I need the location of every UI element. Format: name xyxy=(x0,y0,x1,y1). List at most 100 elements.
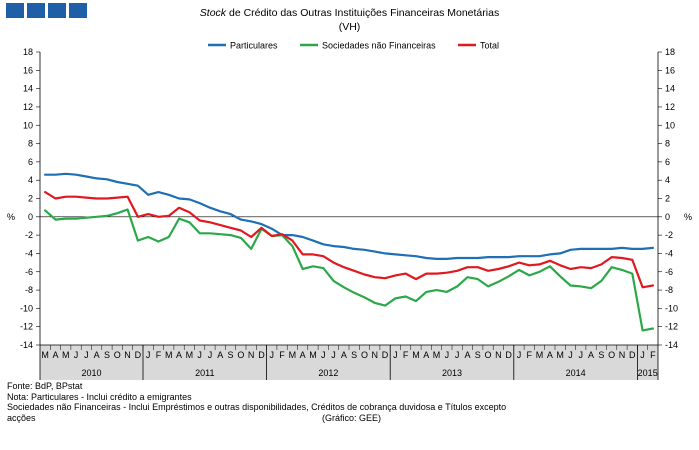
y-tick-label-right: 16 xyxy=(665,65,675,75)
month-label: D xyxy=(135,350,142,360)
year-label: 2010 xyxy=(81,368,101,378)
y-tick-label-left: -4 xyxy=(25,248,33,258)
month-label: O xyxy=(485,350,492,360)
line-chart: -14 -14 -12 -12 -10 -10 -8 -8 -6 -6 -4 -4 -2 -2 0 0 2 2 4 4… xyxy=(7,41,692,380)
month-label: M xyxy=(41,350,49,360)
month-label: S xyxy=(228,350,234,360)
y-tick-label-right: 4 xyxy=(665,175,670,185)
particulares-note: Nota: Particulares - Inclui crédito a em… xyxy=(7,391,192,402)
sociedades-note-line-2: acções xyxy=(7,412,36,423)
month-label: A xyxy=(341,350,347,360)
y-tick-label-right: 6 xyxy=(665,157,670,167)
chart-title-italic: Stock xyxy=(199,7,227,19)
y-tick-label-left: 8 xyxy=(28,139,33,149)
month-label: S xyxy=(475,350,481,360)
month-label: J xyxy=(270,350,275,360)
y-tick-label-left: -14 xyxy=(20,340,33,350)
month-label: M xyxy=(289,350,297,360)
y-axis-label-right: % xyxy=(684,212,692,222)
month-label: J xyxy=(74,350,79,360)
chart-credit: (Gráfico: GEE) xyxy=(322,413,382,423)
chart-title-rest: de Crédito das Outras Instituições Finan… xyxy=(228,7,500,19)
year-label: 2011 xyxy=(195,368,214,378)
month-label: J xyxy=(517,350,522,360)
month-label: D xyxy=(382,350,389,360)
chart-title: Stock de Crédito das Outras Instituições… xyxy=(0,6,699,34)
chart-title-line: Stock de Crédito das Outras Instituições… xyxy=(0,6,699,20)
y-tick-label-left: -6 xyxy=(25,267,33,277)
month-label: F xyxy=(403,350,409,360)
month-label: J xyxy=(84,350,89,360)
month-label: J xyxy=(146,350,151,360)
month-label: J xyxy=(393,350,398,360)
y-tick-label-left: 0 xyxy=(28,212,33,222)
y-tick-label-right: 14 xyxy=(665,84,675,94)
month-label: J xyxy=(208,350,213,360)
y-tick-label-right: 10 xyxy=(665,120,675,130)
y-tick-label-right: -14 xyxy=(665,340,678,350)
month-label: J xyxy=(197,350,202,360)
y-tick-label-right: -4 xyxy=(665,248,673,258)
series-line-total xyxy=(43,191,655,289)
y-tick-label-left: -8 xyxy=(25,285,33,295)
month-label: M xyxy=(536,350,544,360)
y-tick-label-left: 16 xyxy=(23,65,33,75)
month-label: J xyxy=(321,350,326,360)
chart-series xyxy=(43,172,655,332)
chart-notes: Fonte: BdP, BPstat Nota: Particulares - … xyxy=(7,381,506,423)
y-tick-label-left: 14 xyxy=(23,84,33,94)
legend-label-total: Total xyxy=(480,41,499,51)
y-tick-label-left: -2 xyxy=(25,230,33,240)
month-label: M xyxy=(412,350,420,360)
month-label: A xyxy=(547,350,553,360)
y-tick-label-right: -10 xyxy=(665,303,678,313)
month-label: F xyxy=(650,350,656,360)
month-label: S xyxy=(598,350,604,360)
chart-subtitle: (VH) xyxy=(338,21,361,33)
y-tick-label-left: 12 xyxy=(23,102,33,112)
month-label: N xyxy=(248,350,255,360)
month-label: O xyxy=(237,350,244,360)
month-label: J xyxy=(568,350,573,360)
logo-square-4 xyxy=(69,3,87,18)
y-tick-label-right: -6 xyxy=(665,267,673,277)
month-label: O xyxy=(361,350,368,360)
month-label: D xyxy=(629,350,636,360)
month-label: N xyxy=(124,350,131,360)
y-tick-label-right: -12 xyxy=(665,322,678,332)
month-label: N xyxy=(495,350,502,360)
month-label: M xyxy=(309,350,317,360)
month-label: A xyxy=(52,350,58,360)
year-label: 2013 xyxy=(442,368,462,378)
month-label: M xyxy=(556,350,564,360)
month-label: F xyxy=(156,350,162,360)
logo xyxy=(6,3,87,18)
year-label: 2015 xyxy=(638,368,658,378)
y-tick-label-right: -2 xyxy=(665,230,673,240)
sociedades-note-line-1: Sociedades não Financeiras - Inclui Empr… xyxy=(7,402,507,413)
month-label: A xyxy=(176,350,182,360)
series-line-particulares xyxy=(43,172,655,260)
month-label: A xyxy=(217,350,223,360)
year-label: 2014 xyxy=(566,368,586,378)
y-tick-label-left: 18 xyxy=(23,47,33,57)
month-label: J xyxy=(455,350,460,360)
logo-square-2 xyxy=(27,3,45,18)
month-label: M xyxy=(165,350,173,360)
chart-legend: Particulares Sociedades não Financeiras To… xyxy=(208,41,499,51)
logo-square-3 xyxy=(48,3,66,18)
month-label: D xyxy=(505,350,512,360)
y-axis-label-left: % xyxy=(7,212,15,222)
y-tick-label-right: 0 xyxy=(665,212,670,222)
chart-axes: -14 -14 -12 -12 -10 -10 -8 -8 -6 -6 -4 -4 -2 -2 0 0 2 2 4 4… xyxy=(7,47,692,380)
y-tick-label-right: -8 xyxy=(665,285,673,295)
month-label: M xyxy=(186,350,194,360)
y-tick-label-left: 6 xyxy=(28,157,33,167)
month-label: J xyxy=(640,350,645,360)
logo-square-1 xyxy=(6,3,24,18)
month-label: N xyxy=(619,350,626,360)
month-label: S xyxy=(351,350,357,360)
month-label: J xyxy=(331,350,336,360)
source-note: Fonte: BdP, BPstat xyxy=(7,381,83,391)
y-tick-label-right: 8 xyxy=(665,139,670,149)
